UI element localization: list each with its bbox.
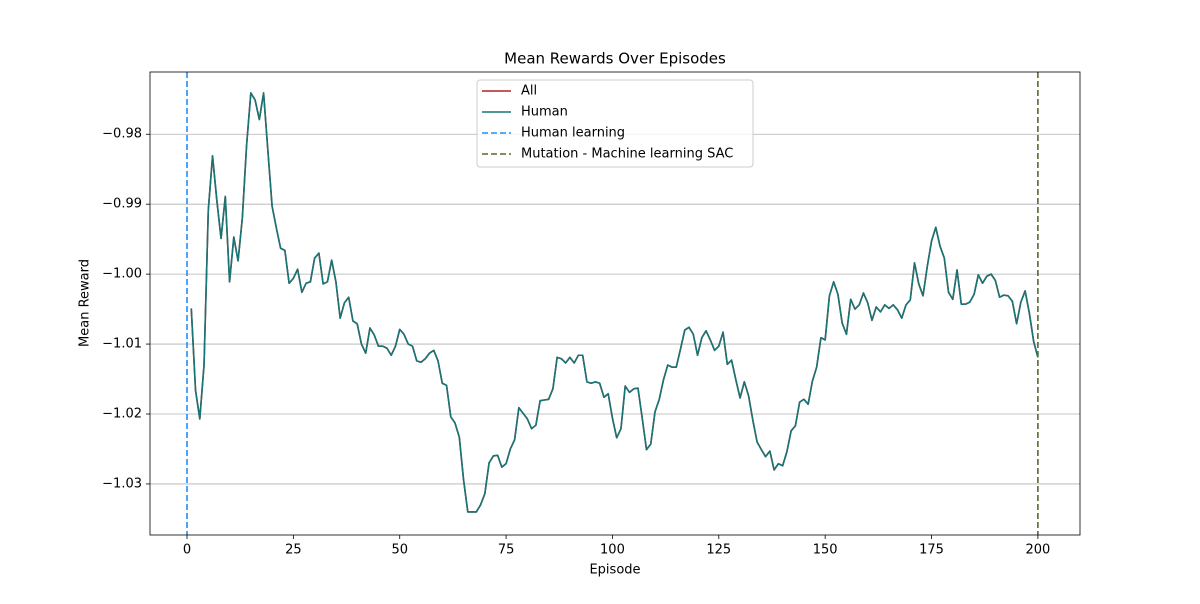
x-tick-label: 175 [919,543,944,558]
legend-label: Human learning [521,126,625,141]
x-tick-label: 50 [391,543,408,558]
legend: All Human Human learning Mutation - Machine… [476,79,754,168]
y-tick-label: −0.98 [102,127,142,142]
y-axis-label: Mean Reward [78,259,93,347]
x-tick-label: 150 [813,543,838,558]
x-tick-label: 125 [706,543,731,558]
legend-label: All [521,84,537,99]
x-tick-label: 75 [498,543,515,558]
x-tick-label: 100 [600,543,625,558]
y-tick-label: −1.01 [102,337,142,352]
y-tick-label: −1.02 [102,407,142,422]
y-tick-label: −0.99 [102,197,142,212]
x-tick-label: 200 [1025,543,1050,558]
chart-title: Mean Rewards Over Episodes [504,50,726,68]
y-tick-label: −1.00 [102,267,142,282]
series-line [190,92,1039,513]
plot-frame [149,71,1081,536]
y-tick-label: −1.03 [102,476,142,491]
x-tick-label: 0 [183,543,191,558]
legend-label: Human [521,105,568,120]
x-axis-label: Episode [589,563,640,578]
x-tick-label: 25 [285,543,302,558]
legend-label: Mutation - Machine learning SAC [521,147,733,162]
legend-box [476,79,754,168]
